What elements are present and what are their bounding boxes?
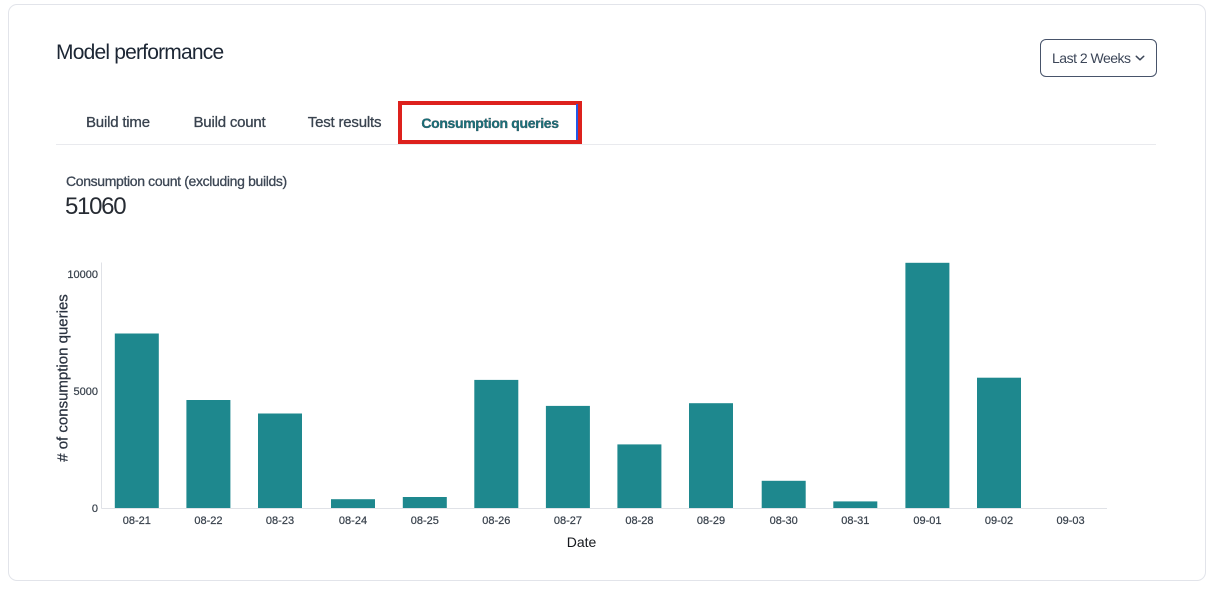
svg-text:08-24: 08-24 [339, 515, 367, 527]
svg-text:08-23: 08-23 [266, 515, 294, 527]
svg-text:0: 0 [92, 503, 98, 515]
svg-text:Date: Date [567, 534, 597, 550]
svg-text:08-21: 08-21 [123, 515, 151, 527]
svg-text:08-28: 08-28 [625, 515, 653, 527]
svg-text:09-03: 09-03 [1057, 515, 1085, 527]
svg-text:09-01: 09-01 [913, 515, 941, 527]
svg-text:10000: 10000 [67, 269, 98, 281]
svg-text:08-27: 08-27 [554, 515, 582, 527]
svg-text:5000: 5000 [74, 386, 98, 398]
svg-text:09-02: 09-02 [985, 515, 1013, 527]
svg-text:08-22: 08-22 [194, 515, 222, 527]
svg-text:08-25: 08-25 [411, 515, 439, 527]
svg-text:08-26: 08-26 [482, 515, 510, 527]
svg-text:08-31: 08-31 [841, 515, 869, 527]
svg-text:08-29: 08-29 [697, 515, 725, 527]
svg-text:08-30: 08-30 [770, 515, 798, 527]
svg-text:# of consumption queries: # of consumption queries [55, 294, 72, 462]
